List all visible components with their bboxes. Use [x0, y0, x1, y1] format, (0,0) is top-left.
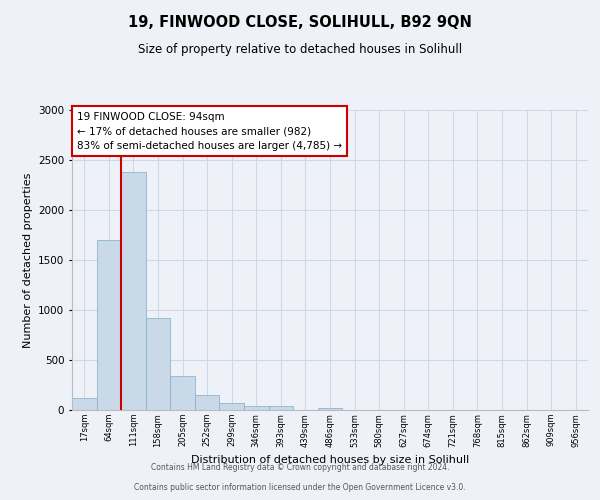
Text: Contains public sector information licensed under the Open Government Licence v3: Contains public sector information licen… [134, 484, 466, 492]
Bar [318, 408, 342, 410]
Bar [244, 406, 269, 410]
Bar [220, 403, 244, 410]
X-axis label: Distribution of detached houses by size in Solihull: Distribution of detached houses by size … [191, 455, 469, 465]
Text: 19, FINWOOD CLOSE, SOLIHULL, B92 9QN: 19, FINWOOD CLOSE, SOLIHULL, B92 9QN [128, 15, 472, 30]
Bar [97, 240, 121, 410]
Bar [146, 318, 170, 410]
Bar [121, 172, 146, 410]
Y-axis label: Number of detached properties: Number of detached properties [23, 172, 32, 348]
Bar [72, 398, 97, 410]
Text: Contains HM Land Registry data © Crown copyright and database right 2024.: Contains HM Land Registry data © Crown c… [151, 464, 449, 472]
Bar [170, 376, 195, 410]
Bar [195, 394, 220, 410]
Bar [269, 406, 293, 410]
Text: 19 FINWOOD CLOSE: 94sqm
← 17% of detached houses are smaller (982)
83% of semi-d: 19 FINWOOD CLOSE: 94sqm ← 17% of detache… [77, 112, 342, 151]
Text: Size of property relative to detached houses in Solihull: Size of property relative to detached ho… [138, 42, 462, 56]
